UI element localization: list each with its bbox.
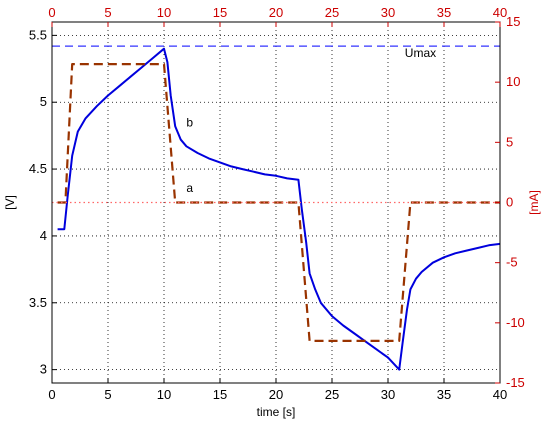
y-tick-label-right: 5 [506,134,513,149]
x-tick-label-bottom: 25 [325,387,339,402]
annotations: Umax b a [186,46,436,195]
x-axis-label: time [s] [257,405,296,419]
y-tick-label-right: -15 [506,375,525,390]
x-tick-label-bottom: 30 [381,387,395,402]
x-tick-label-bottom: 35 [437,387,451,402]
y-tick-label-left: 4 [40,228,47,243]
y-tick-label-left: 5 [40,94,47,109]
x-tick-label-bottom: 10 [157,387,171,402]
series-layer [52,45,501,371]
x-tick-label-top: 0 [48,5,55,20]
annotation-b: b [186,115,193,129]
y-tick-label-left: 4.5 [29,161,47,176]
x-tick-label-top: 15 [213,5,227,20]
x-tick-label-bottom: 40 [493,387,507,402]
x-tick-label-top: 35 [437,5,451,20]
y-axis-label-left: [V] [3,195,17,210]
x-tick-label-bottom: 15 [213,387,227,402]
y-tick-label-left: 3 [40,362,47,377]
x-tick-label-top: 10 [157,5,171,20]
series-line-1 [57,62,500,342]
annotation-umax: Umax [405,46,436,60]
y-tick-label-right: 10 [506,74,520,89]
x-tick-label-bottom: 5 [104,387,111,402]
y-tick-label-left: 3.5 [29,295,47,310]
x-tick-label-top: 25 [325,5,339,20]
series-line-0 [57,47,501,371]
y-tick-label-right: -10 [506,315,525,330]
ticks: 0 0 5 5 10 10 15 15 20 20 25 25 30 30 35 35 40 40 3 3.5 4 4.5… [29,5,525,402]
y-tick-label-right: 15 [506,14,520,29]
x-tick-label-top: 30 [381,5,395,20]
annotation-a: a [186,181,193,195]
x-tick-label-bottom: 20 [269,387,283,402]
y-tick-label-left: 5.5 [29,27,47,42]
x-tick-label-bottom: 0 [48,387,55,402]
y-tick-label-right: 0 [506,195,513,210]
x-tick-label-top: 20 [269,5,283,20]
x-tick-label-top: 5 [104,5,111,20]
x-tick-label-top: 40 [493,5,507,20]
y-axis-label-right: [mA] [527,190,541,215]
y-tick-label-right: -5 [506,255,518,270]
